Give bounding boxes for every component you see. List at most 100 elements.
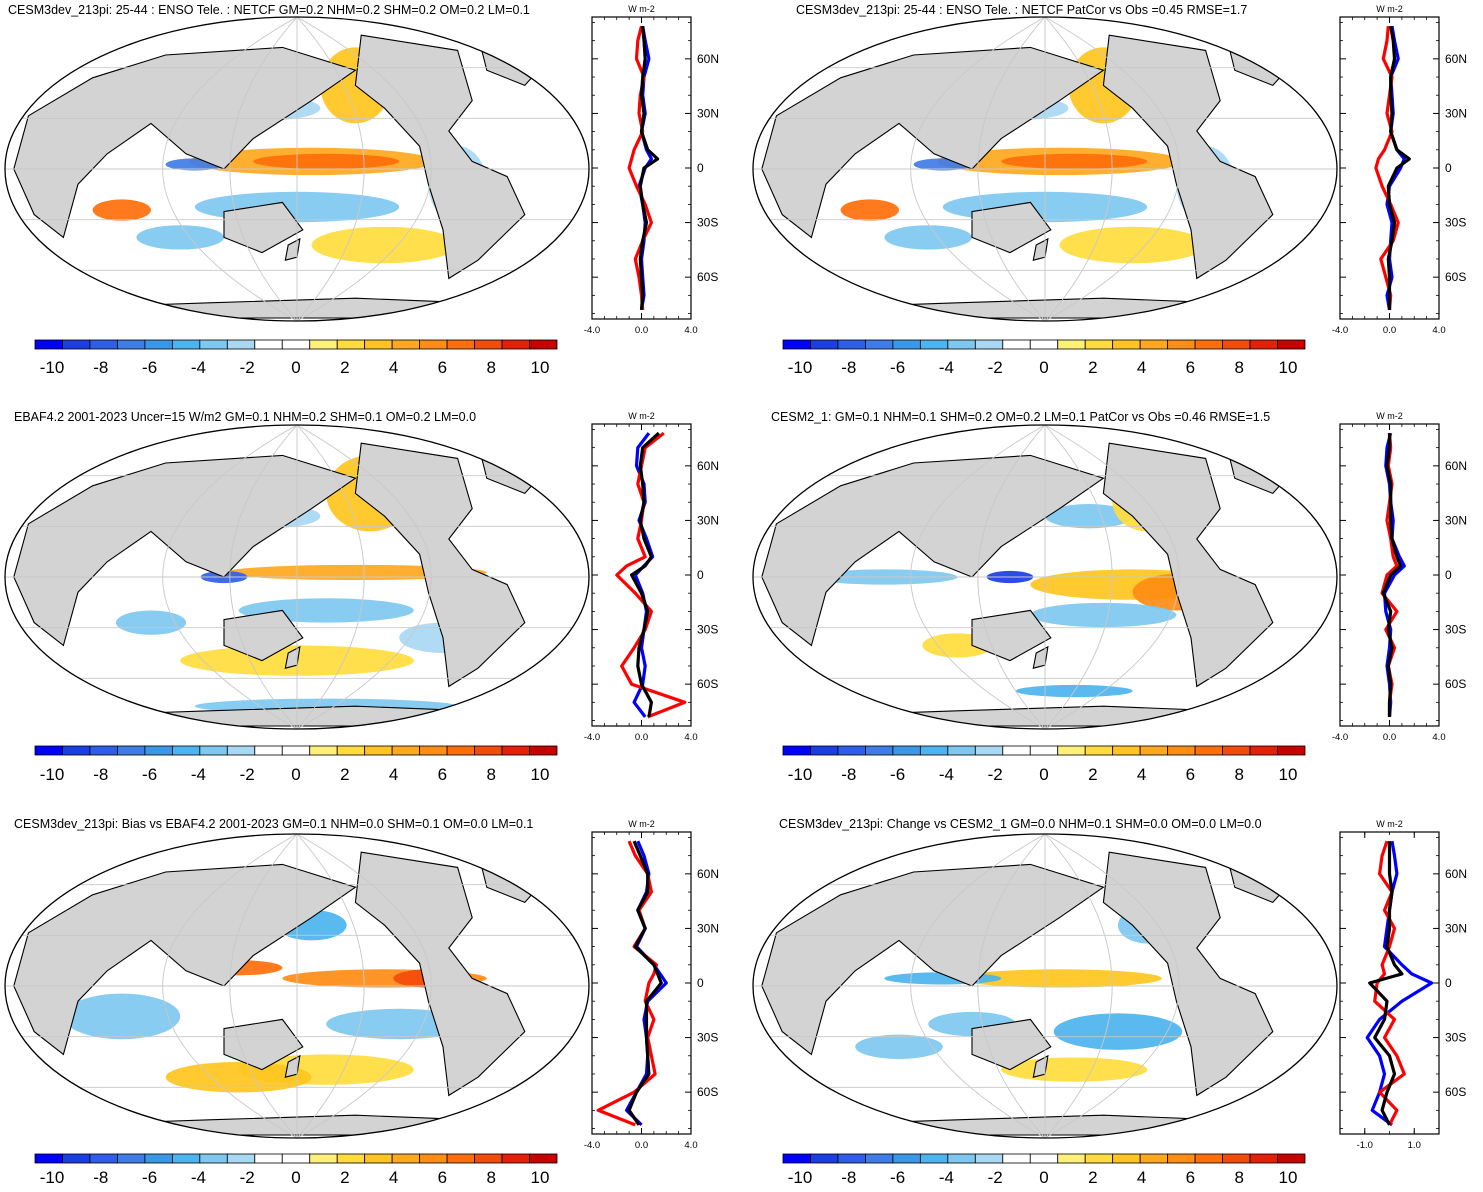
colorbar-swatch [947, 1153, 976, 1164]
panel-title: CESM2_1: GM=0.1 NHM=0.1 SHM=0.2 OM=0.2 L… [771, 410, 1270, 424]
profile-units: W m-2 [1376, 411, 1403, 421]
anomaly-region [253, 153, 400, 169]
map-outline [4, 424, 590, 730]
profile-line-black [638, 25, 660, 311]
x-tick-label: -4.0 [1332, 325, 1348, 336]
colorbar-swatch [309, 745, 338, 756]
panel-title: CESM3dev_213pi: 25-44 : ENSO Tele. : NET… [796, 3, 1247, 17]
land-mass [971, 201, 1052, 254]
colorbar-tick-label: 4 [1137, 1168, 1146, 1187]
colorbar-swatch [226, 745, 256, 756]
land-mass [13, 46, 357, 239]
colorbar-swatch [837, 745, 866, 756]
gridline-lon [296, 17, 432, 321]
gridline-lon [162, 834, 298, 1138]
profile-line-black [629, 431, 660, 718]
panel-title: CESM3dev_213pi: 25-44 : ENSO Tele. : NET… [8, 3, 530, 17]
colorbar-swatch [62, 1153, 91, 1164]
x-tick-label: 4.0 [684, 732, 697, 743]
anomaly-region [115, 610, 187, 635]
colorbar-swatch [62, 339, 91, 350]
colorbar-swatch [474, 1153, 503, 1164]
colorbar-tick-label: -6 [890, 358, 905, 377]
colorbar-tick-label: -4 [939, 765, 954, 784]
colorbar-swatch [336, 339, 366, 350]
zonal-profile: W m-2 60N 30N 0 30S 60S -1.0 1.0 [1339, 819, 1467, 1151]
colorbar-tick-label: 2 [340, 765, 349, 784]
colorbar-tick-label: 10 [531, 765, 550, 784]
colorbar-swatch [171, 339, 201, 350]
colorbar-swatch [62, 745, 91, 756]
x-tick-label: -4.0 [584, 325, 600, 336]
lat-tick-label: 60N [1445, 459, 1467, 473]
colorbar-tick-label: 10 [1279, 765, 1298, 784]
colorbar-swatch [810, 339, 839, 350]
map [753, 834, 1337, 1138]
colorbar-tick-label: 0 [1039, 765, 1048, 784]
map-outline [752, 833, 1338, 1139]
gridline-lon [1044, 17, 1113, 321]
profile-line-black [1381, 433, 1403, 717]
gridline-lon [977, 17, 1046, 321]
colorbar-swatch [309, 339, 338, 350]
gridline-lon [910, 17, 1046, 321]
anomaly-region [311, 226, 458, 264]
colorbar-tick-label: -2 [240, 765, 255, 784]
colorbar-swatch [117, 339, 146, 350]
lat-tick-label: 60N [1445, 867, 1467, 881]
colorbar-swatch [919, 339, 949, 350]
colorbar-swatch [837, 1153, 866, 1164]
colorbar-tick-label: -10 [788, 765, 813, 784]
colorbar-tick-label: -4 [939, 358, 954, 377]
colorbar-tick-label: -2 [988, 765, 1003, 784]
colorbar-swatch [364, 1153, 393, 1164]
colorbar-swatch [947, 745, 976, 756]
zonal-profile: W m-2 60N 30N 0 30S 60S -4.0 0.0 4.0 [1332, 411, 1467, 743]
colorbar-tick-label: 10 [1279, 1168, 1298, 1187]
colorbar: -10 -8 -6 -4 -2 0 2 4 6 8 10 [34, 339, 558, 377]
colorbar-swatch [34, 1153, 63, 1164]
gridline-lon [910, 425, 1046, 729]
lat-tick-label: 60S [1445, 677, 1466, 691]
colorbar-swatch [281, 745, 311, 756]
lat-tick-label: 30N [1445, 106, 1467, 120]
colorbar-swatch [199, 1153, 228, 1164]
x-tick-label: 4.0 [684, 1140, 697, 1151]
colorbar-swatch [810, 745, 839, 756]
colorbar-swatch [171, 1153, 201, 1164]
profile-line-red [615, 431, 687, 719]
gridline-lon [296, 425, 365, 729]
colorbar-swatch [1194, 745, 1223, 756]
colorbar: -10 -8 -6 -4 -2 0 2 4 6 8 10 [782, 745, 1306, 784]
land-mass [761, 454, 1105, 647]
colorbar-swatch [501, 339, 530, 350]
lat-tick-label: 0 [697, 161, 704, 175]
lat-tick-label: 60S [1445, 270, 1466, 284]
profile-units: W m-2 [1376, 4, 1403, 14]
colorbar-tick-label: 6 [1186, 1168, 1195, 1187]
land-mass [354, 442, 526, 688]
colorbar-tick-label: 8 [1234, 765, 1243, 784]
anomaly-region [855, 1034, 943, 1059]
panel-1: CESM3dev_213pi: 25-44 : ENSO Tele. : NET… [4, 3, 719, 377]
colorbar-swatch [501, 1153, 530, 1164]
colorbar-swatch [336, 745, 366, 756]
colorbar-tick-label: 6 [1186, 358, 1195, 377]
colorbar-swatch [391, 745, 421, 756]
colorbar-tick-label: 2 [340, 1168, 349, 1187]
profile-units: W m-2 [628, 4, 655, 14]
colorbar-swatch [1029, 339, 1059, 350]
colorbar: -10 -8 -6 -4 -2 0 2 4 6 8 10 [34, 1153, 558, 1187]
lat-tick-label: 30S [697, 216, 718, 230]
colorbar-tick-label: -8 [841, 1168, 856, 1187]
gridline-lon [1044, 425, 1180, 729]
colorbar-tick-label: 0 [1039, 1168, 1048, 1187]
colorbar-swatch [419, 339, 448, 350]
lat-tick-label: 30N [697, 921, 719, 935]
land-mass [13, 863, 357, 1056]
colorbar-tick-label: 2 [1088, 1168, 1097, 1187]
gridline-lon [229, 17, 298, 321]
colorbar-tick-label: -10 [40, 1168, 65, 1187]
colorbar-tick-label: -6 [890, 1168, 905, 1187]
